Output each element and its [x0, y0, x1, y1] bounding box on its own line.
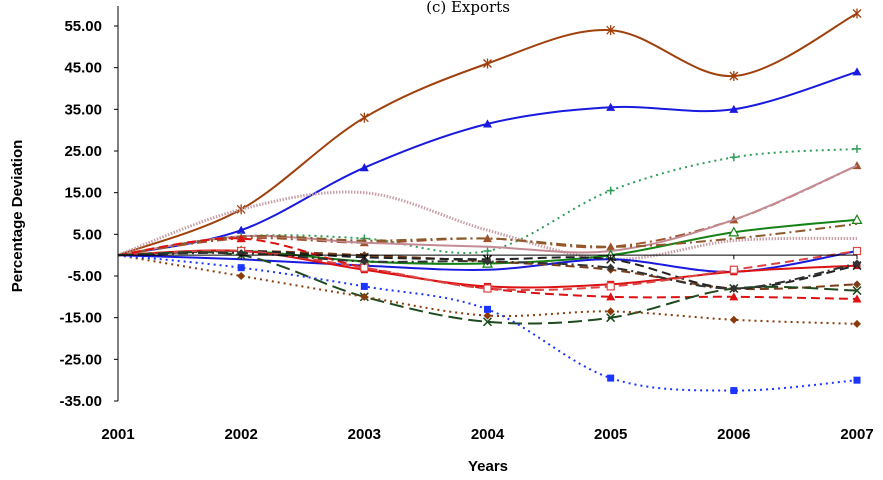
y-tick-label: 35.00 [64, 101, 102, 118]
data-point [853, 259, 861, 268]
data-point [606, 102, 616, 111]
data-point [852, 8, 862, 19]
series-group [117, 8, 863, 395]
y-tick-label: 45.00 [64, 60, 102, 77]
data-point [606, 25, 616, 36]
data-point [360, 257, 369, 266]
y-axis-title: Percentage Deviation [9, 140, 26, 293]
data-point [730, 387, 738, 395]
x-axis-ticks: 2001 2002 2003 2004 2005 2006 2007 [101, 255, 874, 443]
data-point [729, 315, 738, 324]
data-point [729, 71, 739, 81]
data-point [729, 292, 739, 301]
x-tick-label: 2005 [594, 426, 627, 443]
data-point [729, 153, 738, 162]
series-line [117, 12, 858, 257]
y-tick-label: -5.00 [68, 268, 102, 285]
data-point [360, 292, 369, 301]
x-tick-label: 2003 [348, 426, 381, 443]
data-point [729, 104, 739, 113]
data-point [852, 286, 862, 296]
x-tick-label: 2006 [717, 426, 750, 443]
data-point [359, 112, 369, 123]
y-tick-label: 15.00 [64, 185, 102, 202]
data-point [482, 317, 493, 327]
data-point [483, 58, 492, 69]
data-point [606, 282, 615, 291]
data-point [483, 234, 492, 243]
data-point [852, 246, 862, 256]
data-point [237, 272, 246, 280]
x-tick-label: 2002 [224, 426, 257, 443]
y-tick-label: 55.00 [64, 18, 102, 35]
data-point [852, 67, 862, 76]
data-point [606, 186, 615, 195]
series-4 [117, 161, 862, 257]
chart-title: (c) Exports [426, 0, 510, 16]
y-tick-label: -35.00 [59, 393, 102, 410]
y-axis-ticks: 55.00 45.00 35.00 25.00 15.00 5.00 -5.00 -15.00… [59, 18, 118, 410]
data-point [728, 226, 740, 237]
data-point [852, 294, 862, 303]
series-5 [117, 190, 858, 261]
data-point [483, 119, 492, 128]
x-axis-title: Years [468, 458, 508, 475]
data-point [359, 163, 369, 172]
data-point [729, 284, 738, 293]
x-tick-label: 2004 [471, 426, 505, 443]
y-tick-label: 25.00 [64, 143, 102, 160]
data-point [236, 225, 246, 234]
data-point [606, 307, 615, 316]
series-line [117, 190, 858, 261]
data-point [853, 280, 861, 289]
y-tick-label: -15.00 [59, 310, 102, 327]
x-tick-label: 2007 [840, 426, 873, 443]
data-point [483, 284, 492, 293]
data-point [236, 204, 246, 215]
data-point [483, 257, 492, 266]
series-2 [117, 67, 862, 257]
data-point [606, 263, 615, 272]
data-point [606, 254, 616, 264]
data-point [606, 313, 616, 323]
data-point [853, 376, 861, 384]
data-point [853, 319, 861, 328]
series-17 [117, 254, 861, 395]
data-point [483, 311, 492, 320]
series-line [117, 70, 858, 257]
data-point [606, 292, 616, 301]
data-point [729, 265, 738, 274]
y-tick-label: 5.00 [73, 226, 102, 243]
data-point [851, 214, 863, 224]
data-point [483, 247, 492, 255]
data-point [360, 282, 368, 290]
series-18 [117, 249, 861, 293]
data-point [853, 144, 861, 153]
x-tick-label: 2001 [101, 426, 134, 443]
y-tick-label: -25.00 [59, 351, 102, 368]
data-point [607, 374, 615, 382]
data-point [236, 234, 246, 243]
series-16 [117, 254, 861, 328]
data-point [484, 305, 491, 313]
data-point [237, 264, 245, 272]
data-point [237, 249, 246, 258]
series-1 [117, 8, 862, 257]
